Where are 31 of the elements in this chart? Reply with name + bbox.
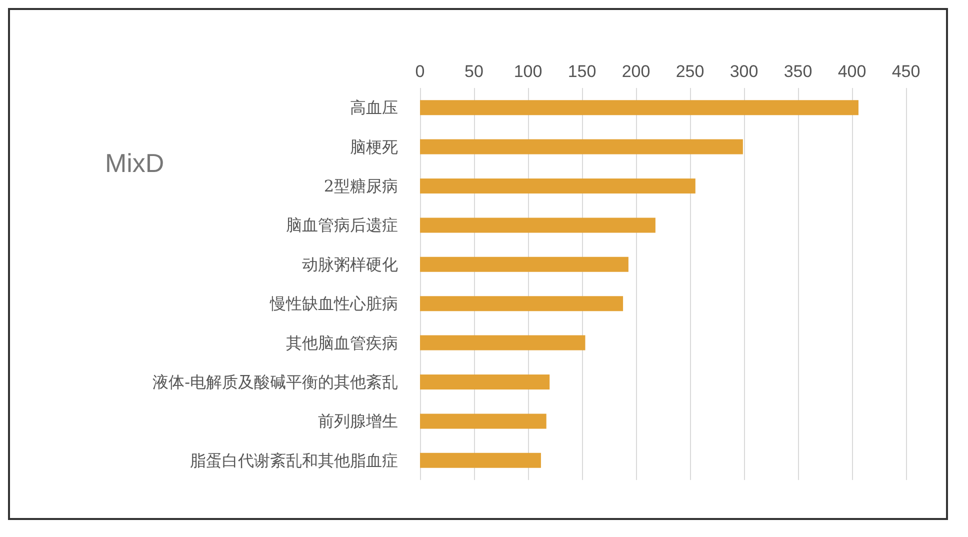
- y-tick-label: 脑梗死: [350, 137, 398, 156]
- y-tick-label: 脂蛋白代谢紊乱和其他脂血症: [190, 450, 398, 470]
- y-tick-label: 慢性缺血性心脏病: [269, 294, 398, 314]
- y-tick-label: 脑血管病后遗症: [286, 216, 398, 235]
- bar: [420, 335, 586, 350]
- x-tick-label: 150: [568, 62, 596, 81]
- text: MixD: [105, 148, 164, 178]
- bar: [420, 296, 624, 312]
- y-tick-label: 2型糖尿病: [324, 176, 398, 196]
- x-tick-label: 0: [415, 62, 425, 81]
- bar: [420, 256, 628, 272]
- bar: [420, 452, 541, 468]
- x-tick-label: 400: [838, 62, 866, 81]
- bar: [420, 414, 546, 429]
- x-tick-label: 300: [730, 62, 758, 81]
- y-tick-label: 液体-电解质及酸碱平衡的其他紊乱: [152, 372, 398, 392]
- bar: [420, 139, 743, 154]
- x-tick-label: 450: [892, 62, 920, 81]
- x-tick-label: 50: [464, 62, 484, 81]
- bar: [420, 178, 696, 194]
- x-tick-label: 200: [622, 62, 650, 81]
- bar: [420, 100, 858, 116]
- bar: [420, 374, 550, 390]
- y-tick-label: 其他脑血管疾病: [286, 333, 398, 352]
- y-tick-label: 前列腺增生: [318, 412, 398, 431]
- y-tick-label: 动脉粥样硬化: [302, 254, 398, 274]
- y-tick-label: 高血压: [350, 98, 398, 118]
- bar: [420, 218, 656, 233]
- x-tick-label: 100: [514, 62, 542, 81]
- x-tick-label: 250: [676, 62, 704, 81]
- x-tick-label: 350: [784, 62, 812, 81]
